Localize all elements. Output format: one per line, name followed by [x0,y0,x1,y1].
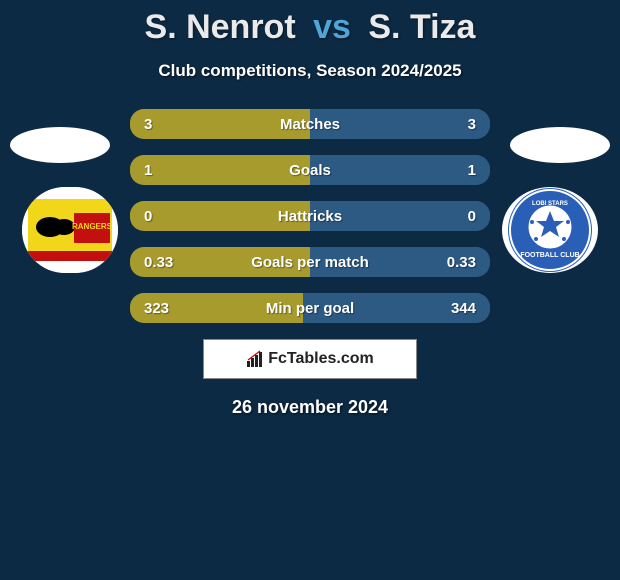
player2-name: S. Tiza [368,8,475,46]
date-text: 26 november 2024 [0,397,620,418]
stat-label: Matches [280,116,340,133]
subtitle: Club competitions, Season 2024/2025 [0,61,620,81]
stat-label: Goals per match [251,254,369,271]
branding-text: FcTables.com [268,350,374,368]
svg-text:LOBI STARS: LOBI STARS [532,201,568,207]
stat-fill-left [130,155,310,185]
stat-value-right: 344 [451,300,476,317]
stat-value-right: 3 [468,116,476,133]
svg-text:FOOTBALL CLUB: FOOTBALL CLUB [520,252,579,259]
stat-value-left: 0.33 [144,254,173,271]
chart-icon [246,350,264,368]
stat-value-left: 1 [144,162,152,179]
stat-fill-right [310,155,490,185]
stat-row: 0 Hattricks 0 [130,201,490,231]
stat-row: 323 Min per goal 344 [130,293,490,323]
stat-label: Goals [289,162,331,179]
player2-silhouette [510,127,610,163]
content-area: RANGERS FOOTBALL CLUB LOBI STARS 3 Matche… [0,109,620,418]
stat-row: 3 Matches 3 [130,109,490,139]
vs-separator: vs [313,8,351,46]
rangers-badge-icon: RANGERS [22,187,118,273]
stat-value-right: 1 [468,162,476,179]
club-badge-right: FOOTBALL CLUB LOBI STARS [502,187,598,273]
stat-value-right: 0.33 [447,254,476,271]
stat-row: 1 Goals 1 [130,155,490,185]
player1-silhouette [10,127,110,163]
branding-box[interactable]: FcTables.com [203,339,417,379]
player1-name: S. Nenrot [145,8,296,46]
stat-value-left: 0 [144,208,152,225]
page-title: S. Nenrot vs S. Tiza [0,8,620,47]
comparison-card: S. Nenrot vs S. Tiza Club competitions, … [0,0,620,418]
lobi-stars-badge-icon: FOOTBALL CLUB LOBI STARS [502,187,598,273]
stat-value-right: 0 [468,208,476,225]
stat-value-left: 323 [144,300,169,317]
svg-text:RANGERS: RANGERS [72,222,113,231]
stat-label: Min per goal [266,300,354,317]
stat-value-left: 3 [144,116,152,133]
stat-label: Hattricks [278,208,342,225]
stats-list: 3 Matches 3 1 Goals 1 0 Hattricks 0 0.33 Goals per… [130,109,490,323]
club-badge-left: RANGERS [22,187,118,273]
stat-row: 0.33 Goals per match 0.33 [130,247,490,277]
